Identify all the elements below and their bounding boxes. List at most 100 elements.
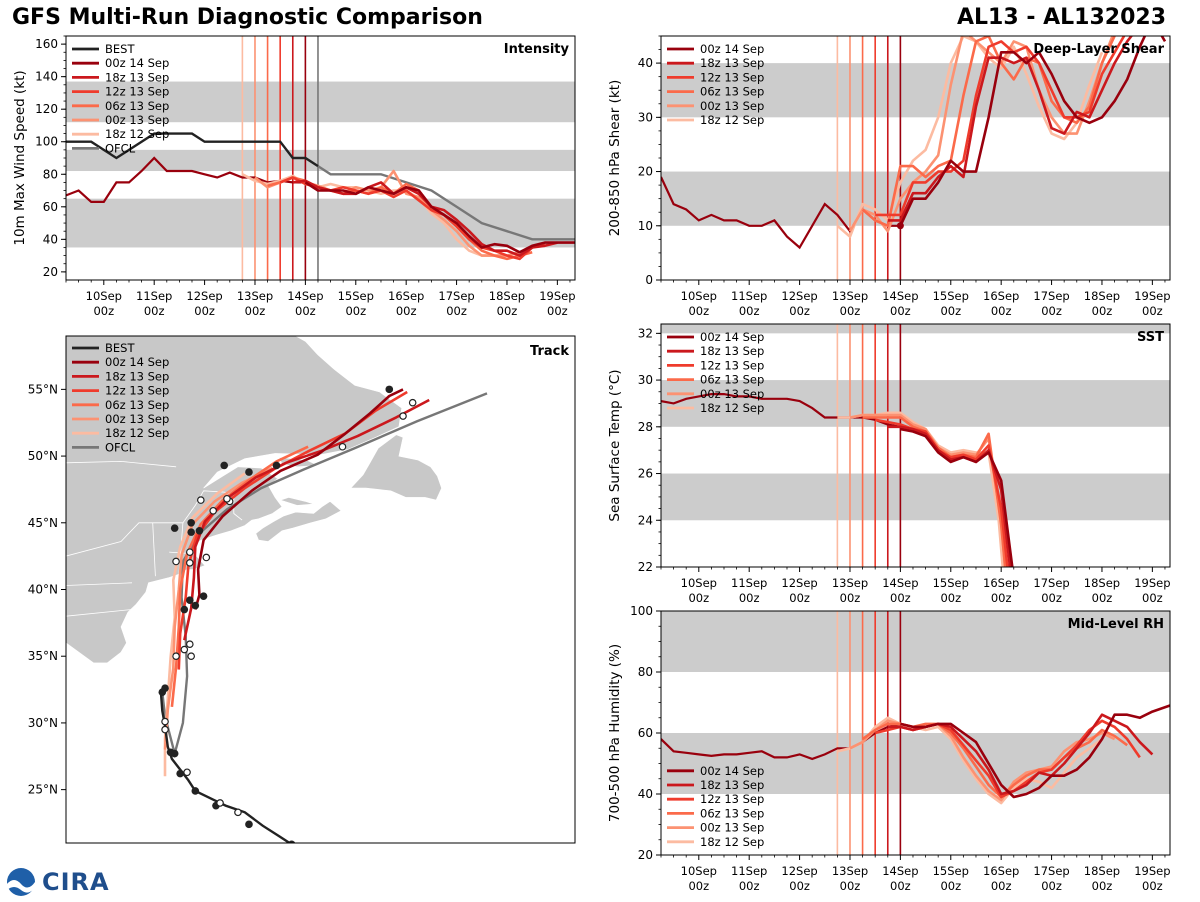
rh-xtick-day: 11Sep — [731, 864, 767, 878]
sst-legend-label: 06z 13 Sep — [700, 373, 764, 387]
track-marker-filled — [220, 461, 229, 470]
shear-series-12z-13-Sep — [875, 36, 1126, 217]
shear-xtick-hour: 00z — [940, 304, 961, 318]
sst-xtick-hour: 00z — [739, 591, 760, 605]
intensity-best-line — [66, 132, 319, 168]
sst-xtick-hour: 00z — [688, 591, 709, 605]
shear-ytick-label: 40 — [638, 56, 653, 70]
intensity-xtick-day: 10Sep — [86, 289, 122, 303]
land-mass-1 — [255, 501, 342, 542]
sst-xtick-day: 16Sep — [983, 576, 1019, 590]
intensity-ofcl-line — [317, 165, 575, 241]
track-marker-open — [161, 725, 169, 734]
track-ytick-label: 30°N — [28, 716, 58, 730]
rh-legend-label: 06z 13 Sep — [700, 806, 764, 820]
intensity-xtick-hour: 00z — [345, 304, 366, 318]
page-title: GFS Multi-Run Diagnostic Comparison — [12, 5, 483, 30]
shear-xtick-hour: 00z — [789, 304, 810, 318]
rh-xtick-hour: 00z — [1041, 879, 1062, 893]
rh-series-00z-13-Sep — [849, 719, 1116, 802]
track-marker-open — [338, 442, 347, 451]
shear-legend-label: 06z 13 Sep — [700, 85, 764, 99]
rh-xtick-hour: 00z — [739, 879, 760, 893]
rh-ytick-label: 40 — [638, 787, 653, 801]
sst-xtick-hour: 00z — [1092, 591, 1113, 605]
track-marker-filled — [187, 528, 195, 536]
intensity-xtick-hour: 00z — [194, 304, 215, 318]
track-marker-filled — [195, 526, 204, 535]
shear-series-00z-14-Sep — [899, 36, 1167, 227]
rh-xtick-day: 15Sep — [933, 864, 969, 878]
shear-xtick-day: 16Sep — [983, 289, 1019, 303]
sst-xtick-day: 18Sep — [1084, 576, 1120, 590]
shear-ylabel: 200-850 hPa Shear (kt) — [607, 80, 623, 237]
track-panel: 25°N30°N35°N40°N45°N50°N55°NTrackBEST00z… — [28, 335, 576, 844]
shear-xtick-hour: 00z — [739, 304, 760, 318]
intensity-ytick-label: 60 — [43, 200, 58, 214]
track-ytick-label: 55°N — [28, 382, 58, 396]
intensity-legend-label: 18z 12 Sep — [105, 127, 169, 141]
shear-xtick-day: 18Sep — [1084, 289, 1120, 303]
shear-xtick-hour: 00z — [1092, 304, 1113, 318]
intensity-xtick-hour: 00z — [446, 304, 467, 318]
track-marker-filled — [176, 769, 184, 778]
rh-xtick-day: 19Sep — [1134, 864, 1170, 878]
noaa-logo-icon — [7, 868, 35, 896]
intensity-ytick-label: 160 — [35, 37, 58, 51]
intensity-legend-label: BEST — [105, 42, 135, 56]
rh-legend-label: 12z 13 Sep — [700, 792, 764, 806]
sst-ytick-label: 22 — [638, 560, 653, 574]
intensity-xtick-day: 16Sep — [388, 289, 424, 303]
intensity-xtick-day: 15Sep — [338, 289, 374, 303]
shear-legend-label: 00z 13 Sep — [700, 99, 764, 113]
intensity-series-00z-14-Sep — [304, 181, 575, 254]
cira-logo: CIRA — [4, 866, 114, 898]
rh-xtick-hour: 00z — [991, 879, 1012, 893]
track-marker-open — [186, 559, 194, 567]
rh-xtick-day: 17Sep — [1033, 864, 1069, 878]
shear-legend-label: 12z 13 Sep — [700, 70, 764, 84]
intensity-legend-label: 00z 14 Sep — [105, 56, 169, 70]
intensity-title: Intensity — [504, 42, 570, 57]
state-border-5 — [66, 582, 133, 586]
rh-xtick-day: 10Sep — [681, 864, 717, 878]
intensity-legend-label: 06z 13 Sep — [105, 99, 169, 113]
intensity-legend-label: 00z 13 Sep — [105, 113, 169, 127]
track-series-00z-14-Sep — [194, 388, 404, 610]
sst-ytick-label: 28 — [638, 420, 653, 434]
rh-legend-label: 00z 14 Sep — [700, 764, 764, 778]
sst-frame — [660, 323, 1171, 568]
storm-id-title: AL13 - AL132023 — [957, 5, 1166, 30]
track-marker-open — [172, 557, 180, 566]
track-series-00z-13-Sep — [163, 466, 273, 750]
shear-xtick-day: 15Sep — [933, 289, 969, 303]
intensity-legend-label: 12z 13 Sep — [105, 85, 169, 99]
sst-ylabel: Sea Surface Temp (°C) — [607, 369, 623, 521]
sst-xtick-day: 15Sep — [933, 576, 969, 590]
sst-xtick-day: 13Sep — [832, 576, 868, 590]
sst-legend-label: 18z 12 Sep — [700, 401, 764, 415]
rh-series-18z-12-Sep — [837, 716, 1103, 805]
sst-xtick-hour: 00z — [789, 591, 810, 605]
shear-xtick-hour: 00z — [991, 304, 1012, 318]
rh-ytick-label: 100 — [630, 604, 653, 618]
rh-xtick-hour: 00z — [688, 879, 709, 893]
rh-legend-label: 18z 12 Sep — [700, 835, 764, 849]
track-ytick-label: 40°N — [28, 583, 58, 597]
rh-title: Mid-Level RH — [1068, 617, 1164, 632]
track-marker-filled — [180, 605, 189, 614]
track-marker-filled — [166, 748, 175, 757]
shear-legend-label: 18z 13 Sep — [700, 56, 764, 70]
sst-xtick-day: 12Sep — [781, 576, 817, 590]
rh-xtick-hour: 00z — [940, 879, 961, 893]
rh-panel: 2040608010010Sep00z11Sep00z12Sep00z13Sep… — [607, 604, 1171, 893]
rh-xtick-day: 12Sep — [781, 864, 817, 878]
sst-xtick-hour: 00z — [840, 591, 861, 605]
track-marker-open — [186, 548, 194, 556]
state-border-1 — [66, 460, 177, 468]
shear-xtick-hour: 00z — [840, 304, 861, 318]
track-marker-open — [209, 506, 217, 515]
rh-series-00z-14-Sep — [900, 704, 1170, 799]
track-marker-open — [216, 799, 224, 807]
sst-history-line — [661, 393, 901, 428]
